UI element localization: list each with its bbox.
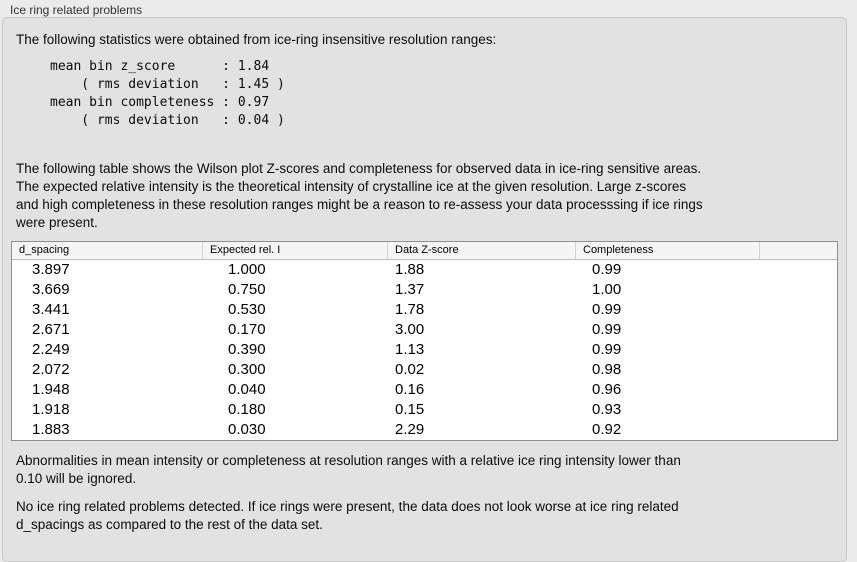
table-cell-filler (759, 280, 837, 300)
table-cell-filler (759, 420, 837, 440)
table-row[interactable]: 2.072 0.300 0.02 0.98 (12, 360, 837, 380)
table-cell: 1.918 (32, 401, 70, 418)
table-cell: 0.750 (228, 281, 266, 298)
table-cell-filler (759, 400, 837, 420)
col-header-d-spacing[interactable]: d_spacing (19, 244, 70, 256)
table-cell: 3.669 (32, 281, 70, 298)
col-header-filler (759, 242, 837, 259)
table-cell: 0.530 (228, 301, 266, 318)
table-cell: 0.92 (592, 421, 622, 438)
conclusion-text: No ice ring related problems detected. I… (16, 499, 679, 532)
table-row[interactable]: 3.669 0.750 1.37 1.00 (12, 280, 837, 300)
table-row[interactable]: 2.249 0.390 1.13 0.99 (12, 340, 837, 360)
table-row[interactable]: 2.671 0.170 3.00 0.99 (12, 320, 837, 340)
table-cell: 3.897 (32, 261, 70, 278)
table-header: d_spacing Expected rel. I Data Z-score C… (12, 242, 837, 260)
groupbox-title: Ice ring related problems (10, 3, 143, 17)
table-cell: 0.15 (395, 401, 425, 418)
table-cell: 0.390 (228, 341, 266, 358)
table-cell: 1.78 (395, 301, 425, 318)
table-description: The following table shows the Wilson plo… (16, 161, 703, 230)
table-body: 3.897 1.000 1.88 0.99 3.669 0.750 1.37 1.00 3.44… (12, 260, 837, 440)
table-cell: 0.030 (228, 421, 266, 438)
table-cell-filler (759, 320, 837, 340)
ice-ring-groupbox: The following statistics were obtained f… (2, 17, 847, 562)
table-cell: 3.00 (395, 321, 425, 338)
table-cell: 0.180 (228, 401, 266, 418)
table-cell: 0.99 (592, 301, 622, 318)
intro-text: The following statistics were obtained f… (16, 32, 497, 47)
table-cell: 0.16 (395, 381, 425, 398)
table-cell: 1.948 (32, 381, 70, 398)
table-cell: 1.88 (395, 261, 425, 278)
table-cell: 0.93 (592, 401, 622, 418)
table-cell: 2.671 (32, 321, 70, 338)
table-cell: 1.00 (592, 281, 622, 298)
table-cell: 0.040 (228, 381, 266, 398)
table-cell: 0.300 (228, 361, 266, 378)
table-cell: 0.02 (395, 361, 425, 378)
table-cell-filler (759, 380, 837, 400)
table-cell: 3.441 (32, 301, 70, 318)
table-cell: 2.29 (395, 421, 425, 438)
table-cell: 1.13 (395, 341, 425, 358)
table-cell: 1.37 (395, 281, 425, 298)
table-cell: 2.249 (32, 341, 70, 358)
table-cell: 0.99 (592, 341, 622, 358)
ice-ring-table[interactable]: d_spacing Expected rel. I Data Z-score C… (11, 241, 838, 441)
table-row[interactable]: 3.897 1.000 1.88 0.99 (12, 260, 837, 280)
table-cell: 0.98 (592, 361, 622, 378)
table-cell-filler (759, 300, 837, 320)
table-row[interactable]: 3.441 0.530 1.78 0.99 (12, 300, 837, 320)
table-cell-filler (759, 260, 837, 280)
table-cell: 0.96 (592, 381, 622, 398)
table-row[interactable]: 1.948 0.040 0.16 0.96 (12, 380, 837, 400)
ignore-note: Abnormalities in mean intensity or compl… (16, 453, 681, 486)
table-cell: 0.99 (592, 321, 622, 338)
table-cell-filler (759, 360, 837, 380)
col-header-data-z-score[interactable]: Data Z-score (387, 242, 575, 259)
table-row[interactable]: 1.883 0.030 2.29 0.92 (12, 420, 837, 440)
col-header-expected-rel-i[interactable]: Expected rel. I (202, 242, 387, 259)
ice-ring-panel: { "panel": { "title": "Ice ring related … (2, 3, 847, 562)
col-header-completeness[interactable]: Completeness (575, 242, 759, 259)
table-cell: 1.000 (228, 261, 266, 278)
table-cell: 0.170 (228, 321, 266, 338)
table-cell: 2.072 (32, 361, 70, 378)
table-cell: 1.883 (32, 421, 70, 438)
table-row[interactable]: 1.918 0.180 0.15 0.93 (12, 400, 837, 420)
table-cell: 0.99 (592, 261, 622, 278)
table-cell-filler (759, 340, 837, 360)
stats-block: mean bin z_score : 1.84 ( rms deviation … (50, 59, 285, 128)
